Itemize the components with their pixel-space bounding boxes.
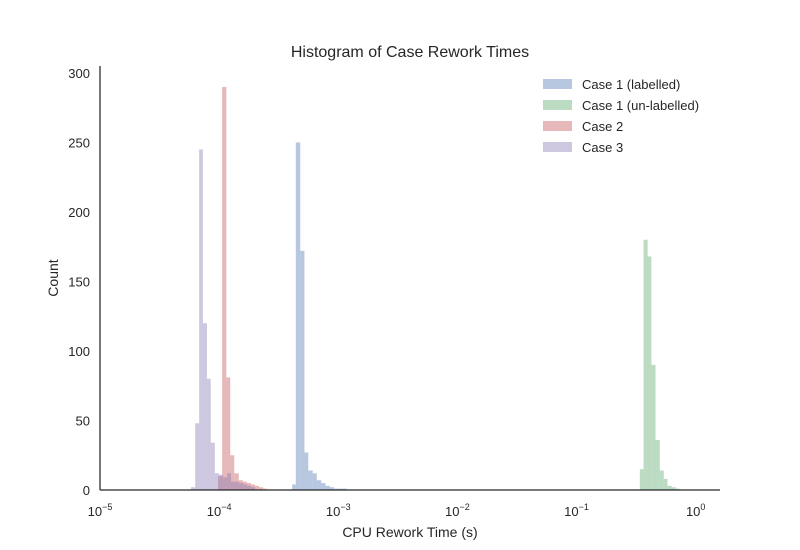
hist-bar-series-3-bin-6	[214, 473, 220, 490]
hist-bar-series-2-bin-3	[230, 455, 235, 490]
hist-bar-series-3-bin-14	[247, 485, 252, 490]
chart-title: Histogram of Case Rework Times	[291, 44, 529, 61]
hist-bar-series-1-bin-9	[675, 488, 680, 490]
legend-label-2: Case 2	[582, 119, 623, 134]
hist-bar-series-1-bin-6	[663, 478, 668, 490]
legend: Case 1 (labelled) Case 1 (un-labelled) Cas…	[543, 77, 699, 155]
y-tick-label-3: 150	[68, 274, 90, 289]
hist-bar-series-0-bin-10	[333, 488, 339, 490]
y-tick-label-2: 100	[68, 344, 90, 359]
x-tick-label-3: 10−2	[445, 502, 470, 519]
hist-bar-series-0-bin-12	[342, 488, 347, 490]
y-axis-label: Count	[45, 259, 61, 296]
hist-bar-series-0-bin-8	[325, 485, 330, 490]
y-tick-label-0: 0	[83, 483, 90, 498]
y-tick-label-5: 250	[68, 135, 90, 150]
x-tick-labels: 10−5 10−4 10−3 10−2 10−1 100	[88, 502, 706, 519]
x-tick-label-1: 10−4	[207, 502, 232, 519]
hist-bar-series-3-bin-7	[219, 474, 224, 490]
hist-bar-series-2-bin-5	[238, 480, 243, 490]
hist-bar-series-0-bin-3	[304, 452, 309, 490]
hist-bar-series-0-bin-0	[292, 484, 296, 490]
hist-bar-series-3-bin-3	[202, 323, 207, 490]
hist-bar-series-2-bin-2	[226, 377, 231, 490]
hist-bar-series-2-bin-7	[246, 483, 251, 490]
hist-bar-series-3-bin-0	[190, 487, 196, 490]
hist-bar-series-2-bin-9	[255, 485, 259, 490]
hist-bar-series-1-bin-8	[671, 487, 676, 490]
hist-bar-series-1-bin-4	[655, 439, 660, 490]
bars-layer	[190, 86, 680, 490]
hist-bar-series-3-bin-12	[239, 483, 244, 490]
hist-bar-series-3-bin-2	[199, 149, 203, 490]
legend-swatch-3	[543, 142, 572, 152]
legend-label-1: Case 1 (un-labelled)	[582, 98, 699, 113]
hist-bar-series-3-bin-4	[206, 378, 211, 490]
hist-bar-series-2-bin-8	[250, 484, 255, 490]
hist-bar-series-0-bin-6	[316, 480, 322, 490]
hist-bar-series-3-bin-8	[223, 477, 228, 490]
legend-label-3: Case 3	[582, 140, 623, 155]
hist-bar-series-2-bin-1	[222, 86, 227, 490]
hist-bar-series-1-bin-1	[643, 239, 648, 490]
hist-bar-series-0-bin-4	[308, 470, 313, 490]
hist-bar-series-3-bin-10	[231, 481, 236, 490]
hist-bar-series-0-bin-5	[312, 473, 317, 490]
hist-bar-series-1-bin-0	[639, 469, 644, 490]
hist-bar-series-3-bin-13	[243, 484, 248, 490]
legend-label-0: Case 1 (labelled)	[582, 77, 680, 92]
hist-bar-series-0-bin-1	[295, 142, 301, 490]
legend-swatch-2	[543, 121, 572, 131]
x-tick-label-4: 10−1	[564, 502, 589, 519]
hist-bar-series-0-bin-2	[300, 250, 305, 490]
y-tick-label-4: 200	[68, 205, 90, 220]
hist-bar-series-0-bin-11	[338, 488, 343, 490]
hist-bar-series-0-bin-9	[329, 487, 334, 490]
x-axis-label: CPU Rework Time (s)	[342, 524, 477, 540]
hist-bar-series-3-bin-15	[251, 487, 255, 490]
legend-swatch-1	[543, 100, 572, 110]
hist-bar-series-3-bin-1	[195, 423, 200, 490]
hist-bar-series-3-bin-5	[210, 442, 215, 490]
x-tick-label-0: 10−5	[88, 502, 113, 519]
hist-bar-series-1-bin-7	[667, 485, 672, 490]
x-tick-label-2: 10−3	[326, 502, 351, 519]
y-tick-label-6: 300	[68, 66, 90, 81]
hist-bar-series-2-bin-10	[258, 487, 264, 490]
hist-bar-series-3-bin-11	[235, 481, 240, 490]
hist-bar-series-2-bin-4	[234, 473, 239, 490]
hist-bar-series-2-bin-11	[263, 488, 268, 490]
hist-bar-series-2-bin-6	[242, 481, 247, 490]
hist-bar-series-0-bin-7	[321, 483, 326, 490]
hist-bar-series-2-bin-0	[218, 476, 223, 490]
x-tick-label-5: 100	[686, 502, 705, 519]
hist-bar-series-3-bin-9	[227, 473, 232, 490]
y-tick-label-1: 50	[76, 413, 90, 428]
hist-bar-series-1-bin-5	[659, 470, 664, 490]
hist-bar-series-1-bin-3	[651, 364, 656, 490]
y-tick-labels: 0 50 100 150 200 250 300	[68, 66, 90, 498]
legend-swatch-0	[543, 79, 572, 89]
hist-bar-series-1-bin-2	[647, 256, 652, 490]
